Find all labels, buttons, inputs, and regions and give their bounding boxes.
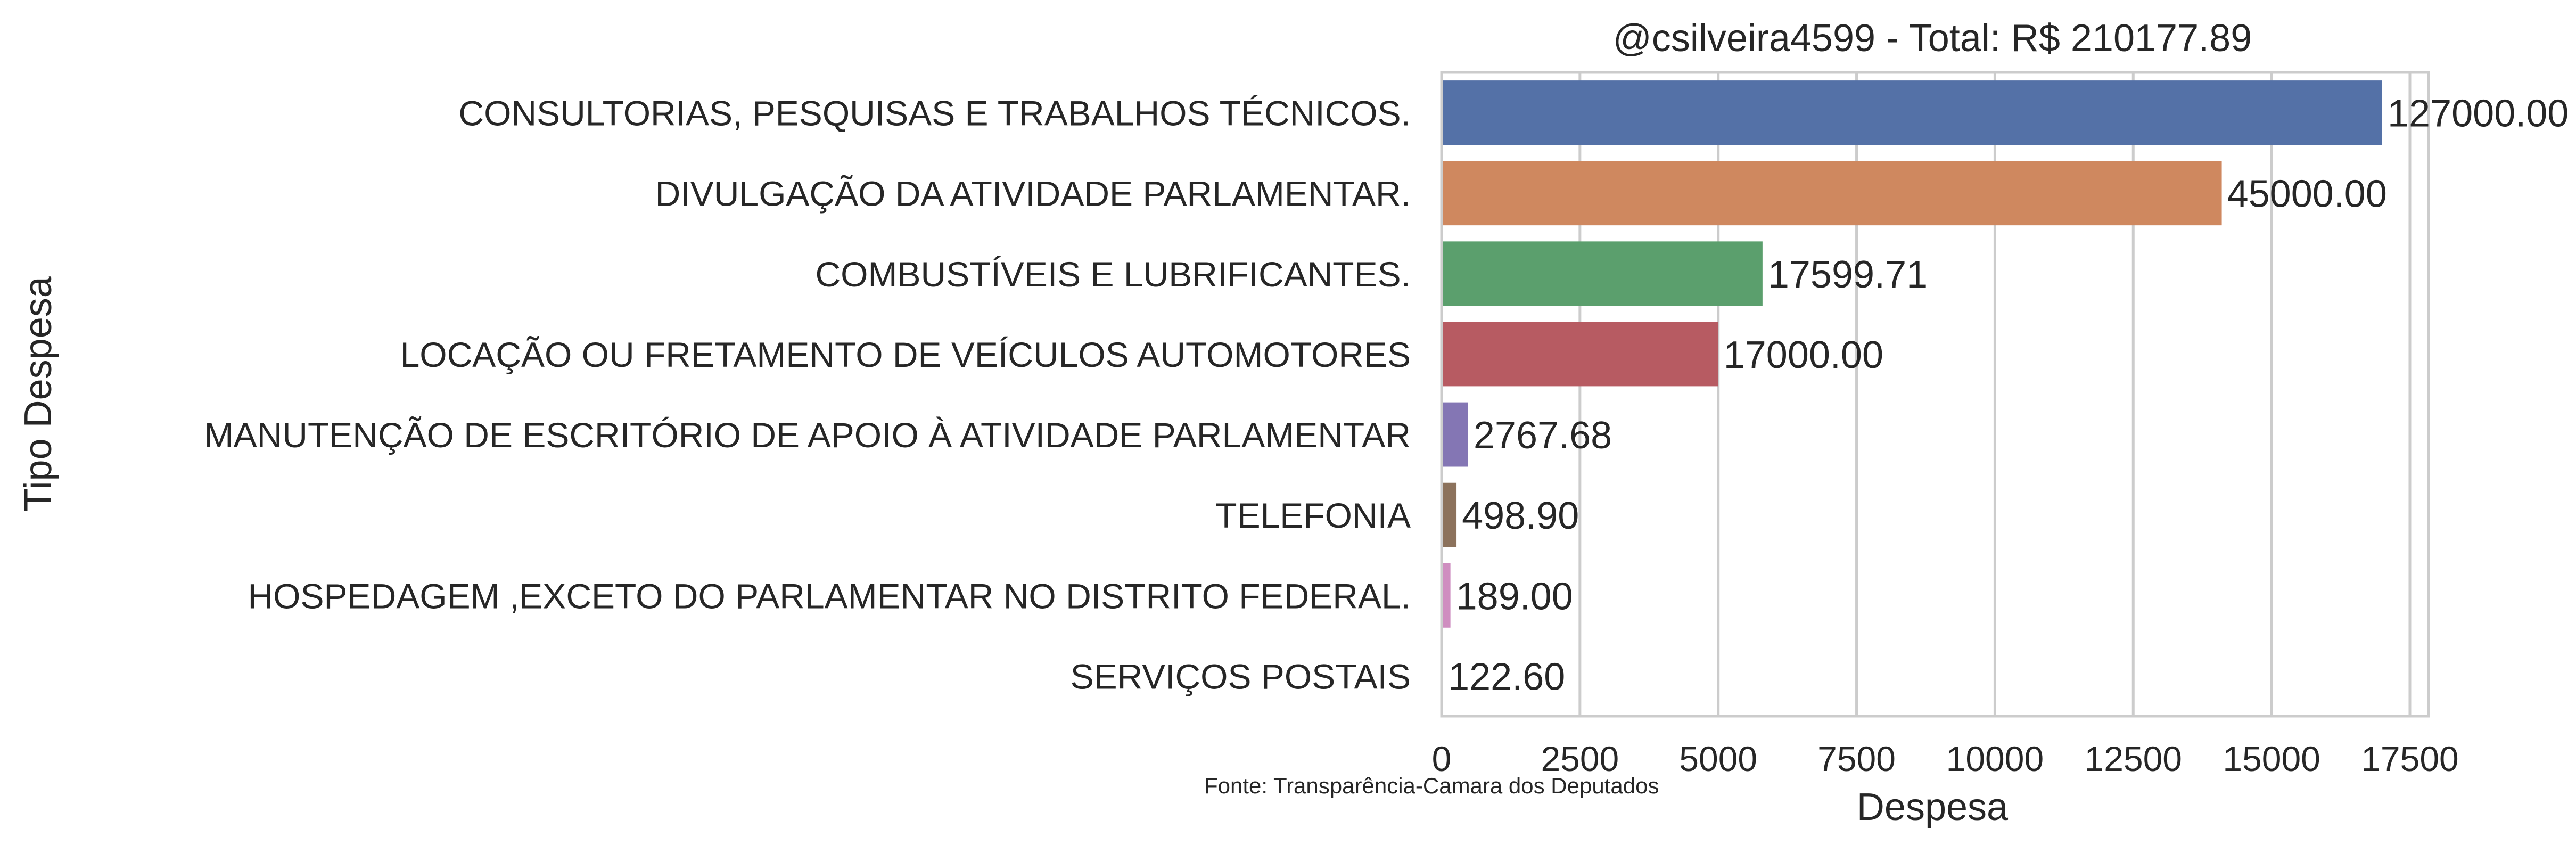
x-tick-label: 10000 xyxy=(1946,739,2044,778)
category-label: SERVIÇOS POSTAIS xyxy=(1071,657,1411,696)
chart-title: @csilveira4599 - Total: R$ 210177.89 xyxy=(1613,17,2252,60)
x-axis-label: Despesa xyxy=(1857,786,2009,829)
x-tick-label: 15000 xyxy=(2223,739,2320,778)
y-axis-label: Tipo Despesa xyxy=(17,276,60,512)
source-note: Fonte: Transparência-Camara dos Deputado… xyxy=(1204,773,1659,798)
x-tick-label: 2500 xyxy=(1541,739,1619,778)
category-label: COMBUSTÍVEIS E LUBRIFICANTES. xyxy=(815,255,1411,294)
data-label: 122.60 xyxy=(1448,655,1565,698)
bars xyxy=(1442,80,2382,708)
x-tick-label: 12500 xyxy=(2084,739,2182,778)
bar xyxy=(1442,482,1457,547)
bar xyxy=(1442,80,2382,145)
data-label: 127000.00 xyxy=(2388,93,2569,135)
bar xyxy=(1442,161,2222,226)
x-tick-label: 17500 xyxy=(2361,739,2459,778)
plot-frame xyxy=(1440,71,2430,718)
category-label: DIVULGAÇÃO DA ATIVIDADE PARLAMENTAR. xyxy=(655,174,1411,214)
bar xyxy=(1442,241,1763,306)
data-label: 45000.00 xyxy=(2227,173,2387,216)
x-tick-label: 5000 xyxy=(1679,739,1757,778)
data-label: 17000.00 xyxy=(1724,334,1883,376)
category-label: MANUTENÇÃO DE ESCRITÓRIO DE APOIO À ATIV… xyxy=(204,415,1411,455)
data-label: 17599.71 xyxy=(1768,253,1928,296)
x-tick-label: 0 xyxy=(1432,739,1452,778)
category-label: HOSPEDAGEM ,EXCETO DO PARLAMENTAR NO DIS… xyxy=(248,576,1411,616)
category-label: LOCAÇÃO OU FRETAMENTO DE VEÍCULOS AUTOMO… xyxy=(400,335,1411,374)
x-tick-labels: 0 2500 5000 7500 10000 12500 15000 17500 xyxy=(1432,739,2459,778)
data-label: 498.90 xyxy=(1462,495,1579,537)
bar xyxy=(1442,322,1718,387)
category-label: CONSULTORIAS, PESQUISAS E TRABALHOS TÉCN… xyxy=(458,94,1411,133)
category-labels: CONSULTORIAS, PESQUISAS E TRABALHOS TÉCN… xyxy=(204,94,1411,696)
bar xyxy=(1442,563,1451,628)
data-label: 189.00 xyxy=(1456,575,1573,618)
bar xyxy=(1442,402,1468,467)
category-label: TELEFONIA xyxy=(1215,496,1411,535)
data-label: 2767.68 xyxy=(1474,414,1612,457)
x-tick-label: 7500 xyxy=(1817,739,1896,778)
